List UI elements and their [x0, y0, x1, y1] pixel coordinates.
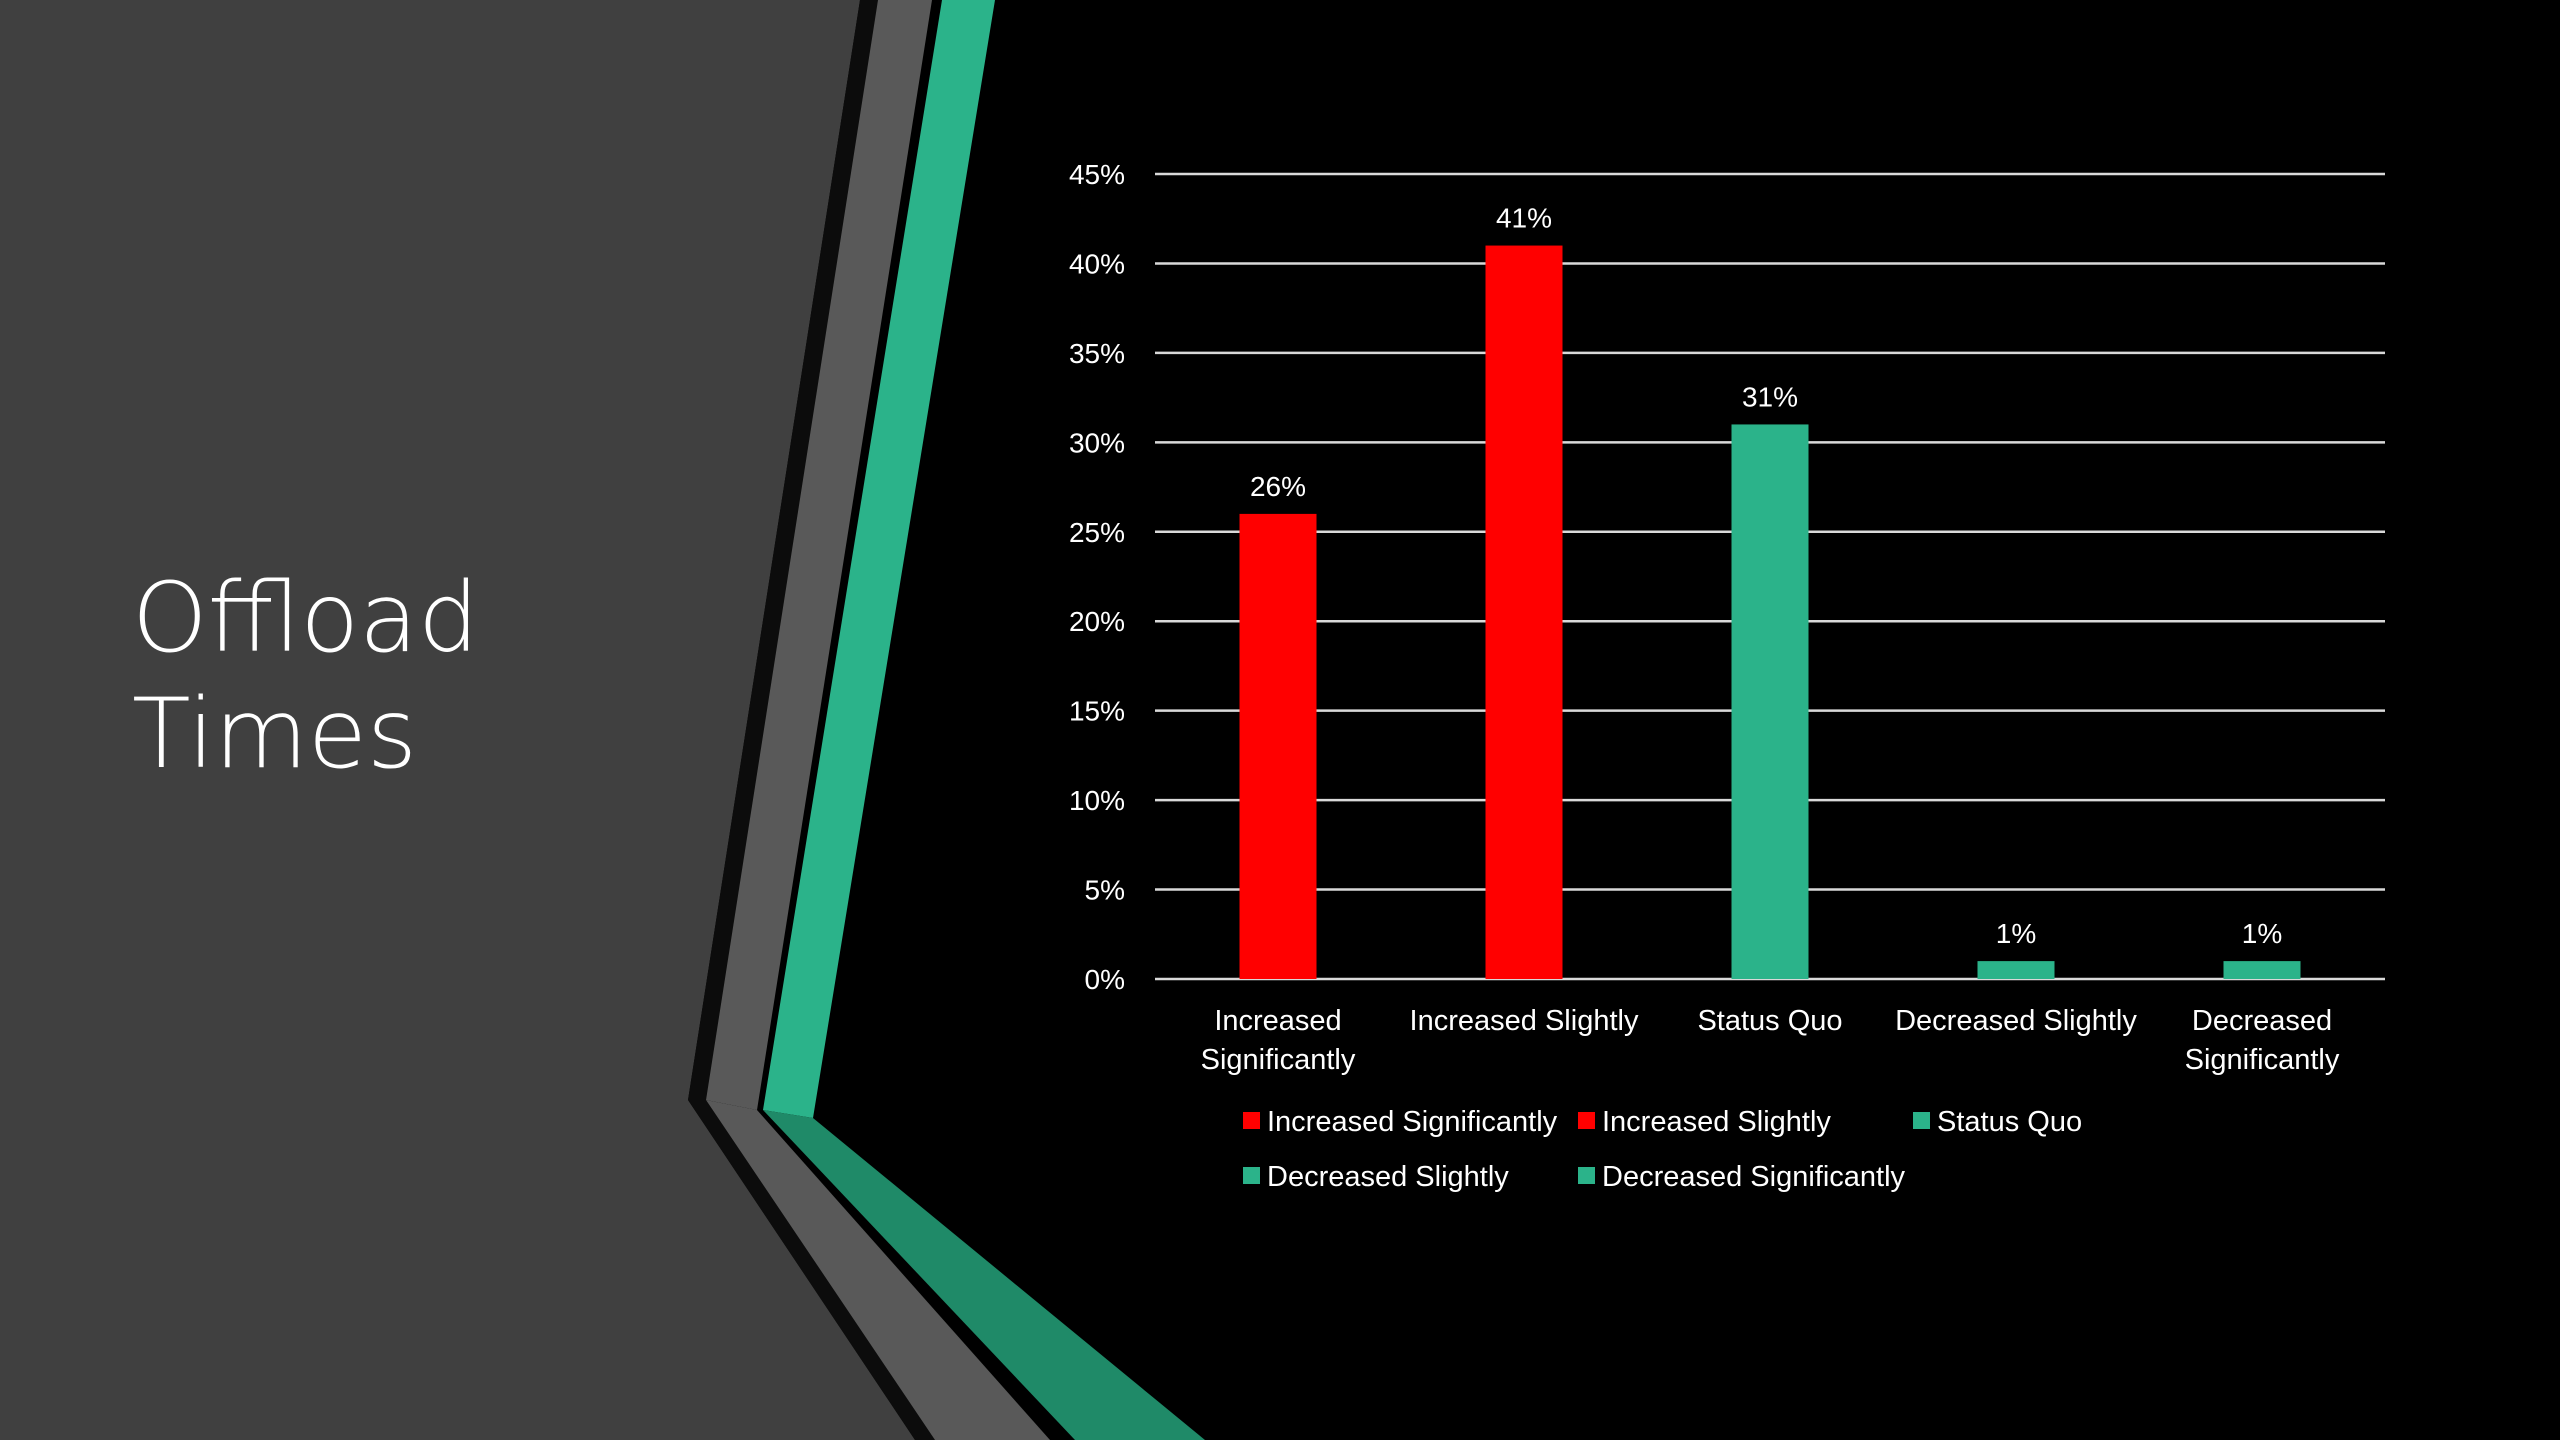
y-tick-label: 10% [1069, 785, 1125, 816]
y-tick-label: 30% [1069, 427, 1125, 458]
bars [1239, 245, 2301, 980]
legend-swatch-4 [1243, 1167, 1260, 1184]
legend-label-4: Decreased Slightly [1267, 1161, 1509, 1193]
teal-stripe-upper [763, 0, 995, 1118]
legend-label-5: Decreased Significantly [1602, 1161, 1906, 1193]
y-tick-label: 5% [1085, 875, 1125, 906]
y-axis-tick-labels: 0% 5% 10% 15% 20% 25% 30% 35% 40% 45% [1069, 159, 1125, 995]
legend-swatch-5 [1578, 1167, 1595, 1184]
legend-swatch-3 [1913, 1112, 1930, 1129]
bar-4 [1977, 961, 2055, 979]
bar-5 [2223, 961, 2301, 979]
data-label-3: 31% [1742, 381, 1798, 412]
slide-title-line-2: Times [132, 678, 417, 790]
bar-1 [1239, 513, 1317, 979]
gray-stripe-upper [706, 0, 932, 1110]
category-label-5: Decreased Significantly [2185, 1005, 2340, 1076]
data-label-4: 1% [1996, 918, 2036, 949]
legend-label-3: Status Quo [1937, 1106, 2082, 1138]
y-tick-label: 20% [1069, 606, 1125, 637]
legend-swatch-1 [1243, 1112, 1260, 1129]
left-panel [0, 0, 915, 1440]
y-tick-label: 25% [1069, 517, 1125, 548]
y-tick-label: 35% [1069, 338, 1125, 369]
data-labels: 26% 41% 31% 1% 1% [1250, 203, 2282, 950]
bar-3 [1731, 424, 1809, 979]
y-tick-label: 0% [1085, 964, 1125, 995]
legend: Increased Significantly Increased Slightl… [1243, 1106, 2082, 1193]
data-label-1: 26% [1250, 471, 1306, 502]
data-label-2: 41% [1496, 203, 1552, 234]
category-labels: Increased Significantly Increased Slightly… [1201, 1005, 2340, 1076]
category-label-2: Increased Slightly [1410, 1005, 1639, 1037]
gray-stripe-lower [706, 1100, 1050, 1440]
category-label-4: Decreased Slightly [1895, 1005, 2137, 1037]
y-tick-label: 45% [1069, 159, 1125, 190]
slide-title-line-1: Offload [132, 562, 479, 674]
legend-swatch-2 [1578, 1112, 1595, 1129]
bar-2 [1485, 245, 1563, 980]
slide-title: Offload Times [132, 560, 692, 792]
category-label-3: Status Quo [1697, 1005, 1842, 1037]
y-tick-label: 40% [1069, 248, 1125, 279]
category-label-1: Increased Significantly [1201, 1005, 1356, 1076]
teal-stripe-lower [763, 1110, 1205, 1440]
data-label-5: 1% [2242, 918, 2282, 949]
legend-label-2: Increased Slightly [1602, 1106, 1831, 1138]
y-tick-label: 15% [1069, 696, 1125, 727]
legend-label-1: Increased Significantly [1267, 1106, 1558, 1138]
